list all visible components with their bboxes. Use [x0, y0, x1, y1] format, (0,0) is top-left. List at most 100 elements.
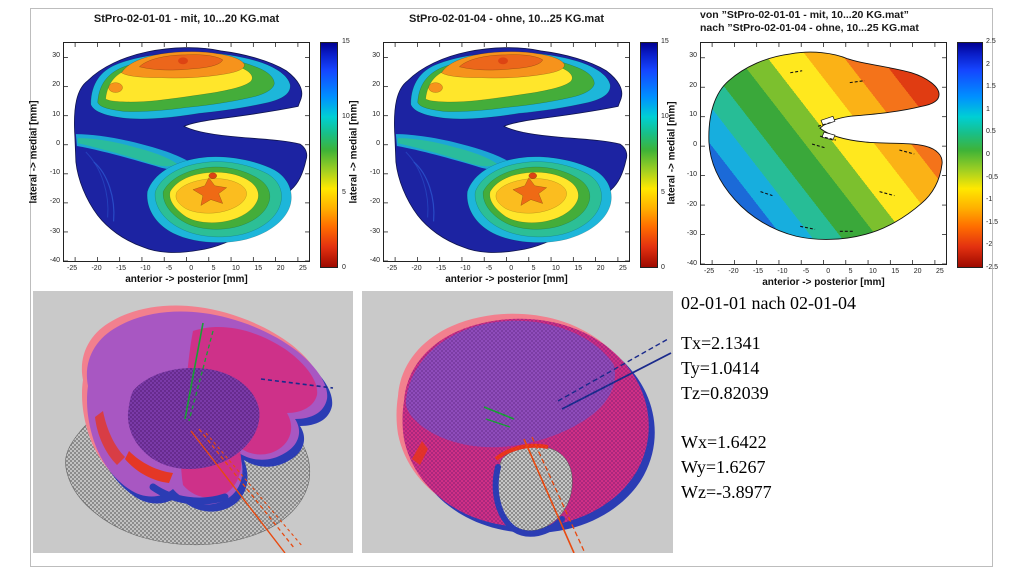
- plot3-difference-map: [701, 43, 946, 264]
- x-tick-label: 25: [936, 268, 944, 275]
- annotation-ty: Ty=1.0414: [681, 358, 760, 378]
- colorbar-tick-label: -0.5: [986, 173, 999, 181]
- x-tick-label: 25: [299, 265, 307, 272]
- 3d-overlay-side-view: [65, 305, 334, 553]
- x-tick-label: -25: [387, 265, 398, 272]
- y-tick-label: -10: [369, 169, 380, 177]
- y-tick-label: -40: [369, 256, 380, 264]
- y-tick-label: -40: [49, 256, 60, 264]
- x-tick-label: -5: [802, 268, 809, 275]
- plot3-title: von ”StPro-02-01-01 - mit, 10...20 KG.ma…: [700, 9, 980, 35]
- annotation-wy: Wy=1.6267: [681, 457, 766, 477]
- annotation-wz: Wz=-3.8977: [681, 482, 772, 502]
- colorbar-tick-label: 15: [661, 38, 669, 45]
- plot2-y-axis-label: lateral -> medial [mm]: [348, 100, 360, 204]
- y-tick-label: 10: [689, 111, 697, 119]
- colorbar-tick-label: -1: [986, 196, 993, 204]
- plot1-colorbar: [320, 42, 338, 268]
- x-tick-label: 5: [848, 268, 853, 275]
- x-tick-label: -5: [165, 265, 172, 272]
- y-tick-label: 20: [689, 81, 697, 89]
- colorbar-tick-label: 0.5: [986, 128, 996, 136]
- x-tick-label: -10: [777, 268, 788, 275]
- colorbar-tick-label: 0: [986, 150, 990, 158]
- annotation-heading: 02-01-01 nach 02-01-04: [681, 293, 856, 313]
- x-tick-label: -15: [435, 265, 447, 272]
- colorbar-tick-label: 2: [986, 60, 990, 68]
- x-tick-label: -10: [460, 265, 471, 272]
- colorbar-tick-label: 5: [661, 188, 665, 196]
- annotation-wx: Wx=1.6422: [681, 432, 767, 452]
- x-tick-label: -15: [115, 265, 127, 272]
- x-tick-label: 20: [596, 265, 605, 272]
- y-tick-label: -30: [49, 227, 60, 235]
- y-tick-label: 20: [372, 81, 380, 89]
- plot1-x-axis-label: anterior -> posterior [mm]: [125, 274, 248, 285]
- plot3-colorbar: [957, 42, 983, 268]
- x-tick-label: 5: [211, 265, 216, 272]
- colorbar-tick-label: 0: [661, 263, 665, 271]
- y-tick-label: -30: [369, 227, 380, 235]
- plot1-contour-map: [64, 43, 309, 261]
- x-tick-label: -20: [91, 265, 102, 272]
- plot3-title-line2: nach ”StPro-02-01-04 - ohne, 10...25 KG.…: [700, 22, 919, 34]
- y-tick-label: -20: [369, 198, 380, 206]
- plot1-title: StPro-02-01-01 - mit, 10...20 KG.mat: [93, 13, 280, 25]
- y-tick-label: 0: [376, 139, 380, 147]
- plot3-title-line1: von ”StPro-02-01-01 - mit, 10...20 KG.ma…: [700, 9, 909, 21]
- annotation-tx: Tx=2.1341: [681, 333, 761, 353]
- 3d-overlay-top-view: [396, 313, 672, 553]
- x-tick-label: 0: [509, 265, 514, 272]
- y-tick-label: 0: [56, 139, 60, 147]
- x-tick-label: -25: [704, 268, 715, 275]
- plot1-y-axis-label: lateral -> medial [mm]: [28, 100, 40, 204]
- plot2-x-tick-labels: -25 -20 -15 -10 -5 0 5 10 15 20 25: [387, 265, 627, 272]
- x-tick-label: 10: [552, 265, 560, 272]
- y-tick-label: -30: [686, 230, 697, 238]
- colorbar-tick-label: 10: [661, 113, 669, 121]
- y-tick-label: 0: [693, 141, 697, 149]
- colorbar-tick-label: 15: [342, 38, 350, 45]
- x-tick-label: -25: [67, 265, 78, 272]
- x-tick-label: -10: [140, 265, 151, 272]
- x-tick-label: 5: [531, 265, 536, 272]
- colorbar-tick-label: 5: [342, 188, 346, 196]
- annotation-values: Tx=2.1341 Ty=1.0414 Tz=0.82039 Wx=1.6422…: [681, 331, 772, 505]
- plot2-y-tick-labels: 30 20 10 0 -10 -20 -30 -40: [358, 52, 380, 264]
- x-tick-label: 15: [891, 268, 900, 275]
- plot1-y-tick-labels: 30 20 10 0 -10 -20 -30 -40: [38, 52, 60, 264]
- 3d-view-top-panel: [362, 291, 673, 553]
- y-tick-label: 30: [52, 52, 60, 59]
- y-tick-label: -10: [686, 170, 697, 178]
- annotation-spacer: [681, 406, 772, 430]
- colorbar-tick-label: 0: [342, 263, 346, 271]
- plot3-axes: [700, 42, 947, 265]
- x-tick-label: 15: [574, 265, 583, 272]
- x-tick-label: -15: [752, 268, 764, 275]
- colorbar-tick-label: 2.5: [986, 38, 996, 45]
- x-tick-label: -5: [485, 265, 492, 272]
- x-tick-label: -20: [728, 268, 739, 275]
- plot2-title: StPro-02-01-04 - ohne, 10...25 KG.mat: [408, 13, 604, 25]
- colorbar-tick-label: 1.5: [986, 83, 996, 91]
- y-tick-label: 30: [689, 52, 697, 59]
- x-tick-label: 20: [913, 268, 922, 275]
- plot1-colorbar-labels: 15 10 5 0: [342, 38, 350, 271]
- plot2-contour-map: [384, 43, 629, 261]
- plot3-y-axis-label: lateral -> medial [mm]: [666, 101, 678, 205]
- plot2-x-axis-label: anterior -> posterior [mm]: [445, 274, 568, 285]
- x-tick-label: -20: [411, 265, 422, 272]
- plot1-axes: [63, 42, 310, 262]
- plot3-colorbar-labels: 2.5 2 1.5 1 0.5 0 -0.5 -1 -1.5 -2 -2.5: [986, 38, 998, 271]
- x-tick-label: 25: [619, 265, 627, 272]
- y-tick-label: 30: [372, 52, 380, 59]
- y-tick-label: 10: [372, 110, 380, 118]
- y-tick-label: -10: [49, 169, 60, 177]
- plot2-colorbar-labels: 15 10 5 0: [661, 38, 669, 271]
- plot3-x-tick-labels: -25 -20 -15 -10 -5 0 5 10 15 20 25: [704, 268, 944, 275]
- y-tick-label: 10: [52, 110, 60, 118]
- figure-border: [30, 8, 993, 567]
- x-tick-label: 10: [232, 265, 240, 272]
- annotation-tz: Tz=0.82039: [681, 383, 769, 403]
